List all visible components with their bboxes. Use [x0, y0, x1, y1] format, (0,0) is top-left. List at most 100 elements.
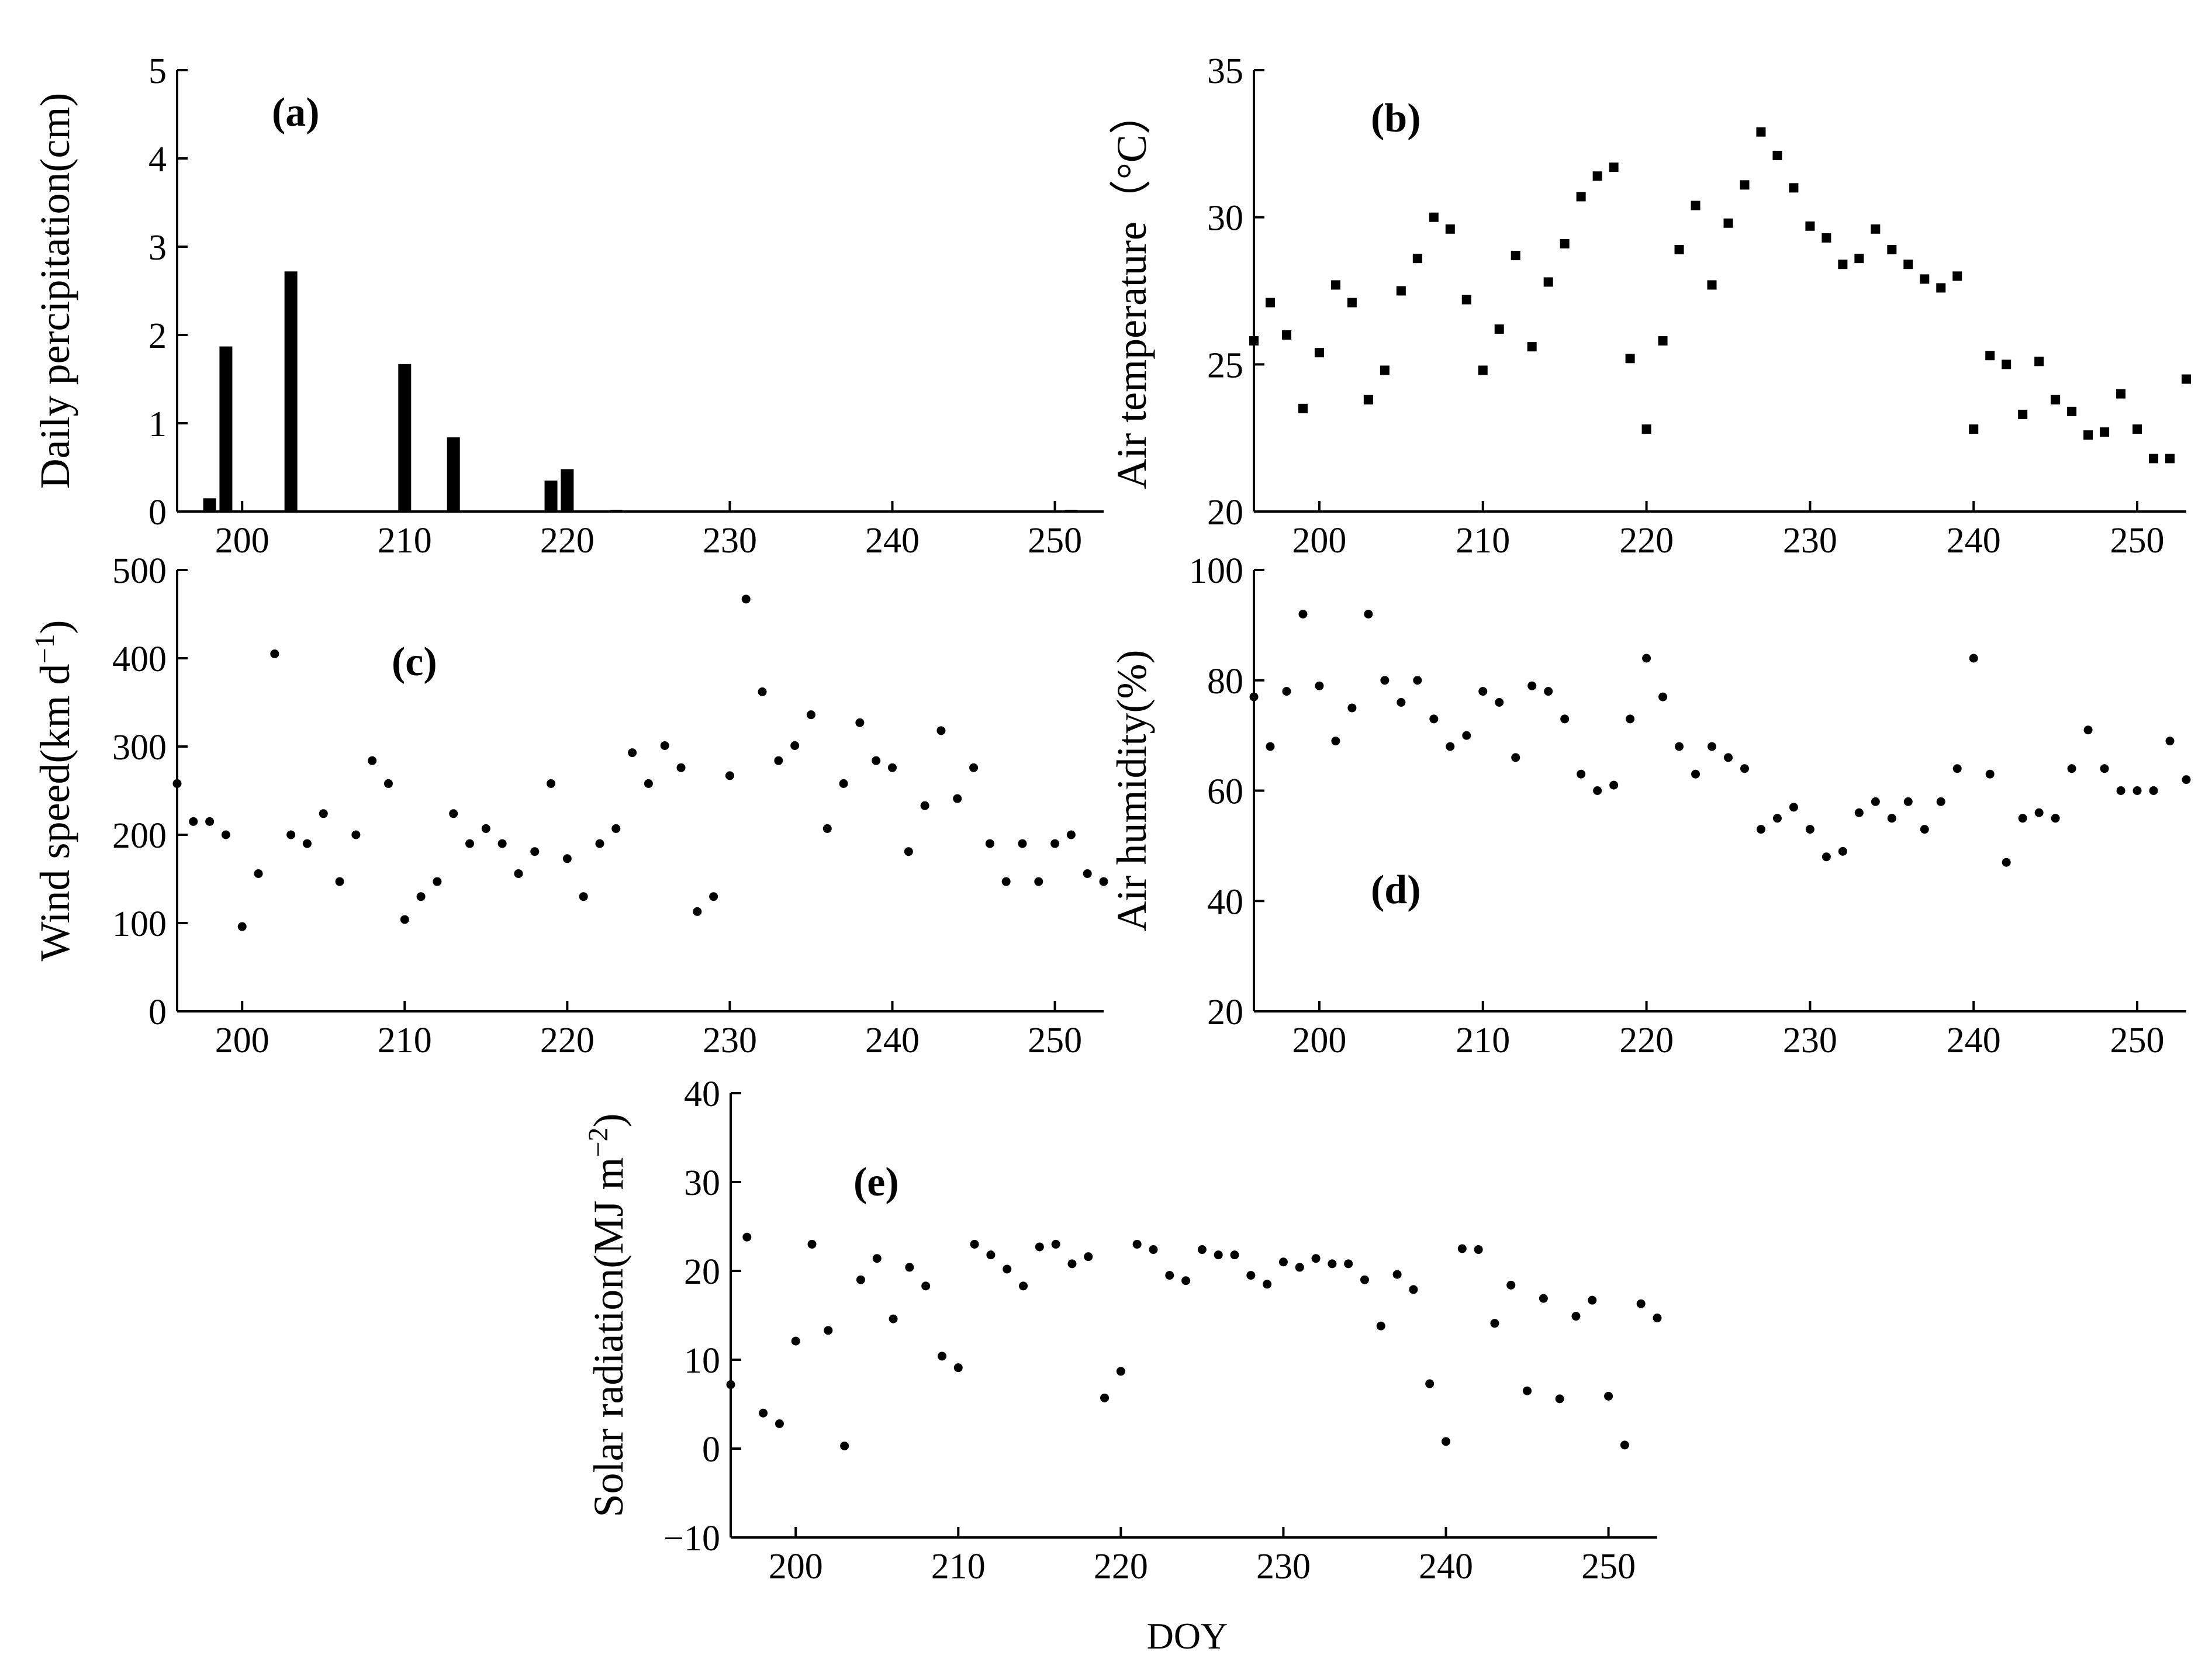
- x-tick-label-a: 200: [215, 521, 269, 561]
- point-c-doy-239: [872, 756, 881, 765]
- point-c-doy-225: [644, 779, 653, 788]
- point-e-doy-196: [726, 1380, 735, 1390]
- point-b-doy-205: [1396, 286, 1406, 296]
- point-d-doy-198: [1282, 687, 1291, 696]
- point-b-doy-243: [2018, 409, 2028, 419]
- point-e-doy-203: [840, 1441, 849, 1450]
- y-tick-label-c: 0: [148, 993, 167, 1032]
- x-tick-label-b: 210: [1456, 521, 1510, 561]
- y-tick-label-d: 40: [1207, 882, 1243, 922]
- point-b-doy-211: [1494, 324, 1504, 334]
- point-c-doy-228: [693, 907, 702, 916]
- point-d-doy-225: [1723, 753, 1733, 762]
- point-e-doy-221: [1132, 1239, 1142, 1249]
- point-d-doy-212: [1511, 753, 1520, 762]
- point-c-doy-248: [1018, 839, 1027, 848]
- point-e-doy-252: [1636, 1299, 1646, 1308]
- point-b-doy-223: [1691, 201, 1701, 210]
- point-b-doy-214: [1543, 277, 1553, 287]
- point-d-doy-244: [2034, 808, 2044, 817]
- point-c-doy-201: [254, 869, 263, 878]
- point-d-doy-228: [1772, 814, 1782, 823]
- point-b-doy-220: [1641, 424, 1651, 434]
- point-d-doy-247: [2083, 725, 2093, 735]
- point-e-doy-205: [872, 1254, 882, 1263]
- point-b-doy-206: [1412, 254, 1422, 264]
- point-e-doy-247: [1555, 1394, 1564, 1404]
- x-tick-label-d: 250: [2110, 1021, 2165, 1060]
- point-d-doy-236: [1903, 797, 1913, 806]
- point-b-doy-239: [1952, 271, 1962, 281]
- y-tick-label-b: 20: [1207, 493, 1243, 533]
- point-b-doy-247: [2083, 430, 2093, 440]
- y-tick-label-a: 5: [148, 51, 167, 91]
- point-c-doy-227: [676, 763, 686, 772]
- point-d-doy-241: [1985, 769, 1995, 779]
- x-tick-label-b: 230: [1783, 521, 1837, 561]
- y-tick-label-a: 2: [148, 316, 167, 356]
- point-c-doy-217: [514, 869, 523, 878]
- point-d-doy-221: [1658, 692, 1668, 701]
- y-tick-label-e: 40: [684, 1074, 720, 1114]
- panel-label-b: (b): [1371, 96, 1421, 141]
- point-d-doy-209: [1462, 731, 1471, 740]
- point-b-doy-198: [1281, 330, 1291, 340]
- point-e-doy-236: [1376, 1321, 1385, 1331]
- point-d-doy-231: [1822, 852, 1831, 862]
- point-d-doy-220: [1642, 654, 1651, 663]
- point-d-doy-250: [2132, 786, 2142, 795]
- point-e-doy-229: [1263, 1280, 1272, 1289]
- x-tick-label-a: 250: [1028, 521, 1082, 561]
- bar-doy-203: [284, 271, 298, 512]
- point-e-doy-202: [824, 1326, 833, 1335]
- point-e-doy-207: [905, 1263, 914, 1272]
- point-d-doy-227: [1756, 825, 1765, 834]
- point-e-doy-242: [1474, 1245, 1483, 1255]
- point-d-doy-237: [1920, 825, 1929, 834]
- point-b-doy-235: [1887, 245, 1897, 255]
- point-e-doy-222: [1149, 1245, 1158, 1255]
- point-c-doy-215: [481, 824, 490, 833]
- point-b-doy-250: [2132, 424, 2142, 434]
- point-d-doy-214: [1544, 687, 1553, 696]
- point-e-doy-204: [856, 1275, 865, 1284]
- point-d-doy-223: [1691, 769, 1701, 779]
- bar-doy-210: [398, 364, 412, 512]
- point-c-doy-237: [839, 779, 848, 788]
- point-b-doy-232: [1838, 260, 1848, 269]
- point-b-doy-210: [1478, 365, 1488, 375]
- point-e-doy-241: [1457, 1244, 1467, 1253]
- point-b-doy-244: [2034, 357, 2044, 367]
- point-c-doy-198: [205, 817, 215, 826]
- point-e-doy-199: [775, 1419, 784, 1428]
- point-c-doy-199: [221, 830, 230, 839]
- x-tick-label-d: 200: [1292, 1021, 1346, 1060]
- point-b-doy-208: [1445, 224, 1455, 234]
- point-d-doy-226: [1740, 764, 1749, 773]
- point-d-doy-204: [1380, 676, 1390, 685]
- point-b-doy-233: [1854, 254, 1864, 264]
- point-d-doy-246: [2067, 764, 2076, 773]
- y-tick-label-e: 10: [684, 1341, 720, 1381]
- point-c-doy-197: [189, 817, 198, 826]
- point-e-doy-224: [1181, 1276, 1191, 1285]
- point-c-doy-200: [237, 922, 247, 931]
- x-tick-label-d: 220: [1619, 1021, 1674, 1060]
- point-e-doy-217: [1067, 1259, 1077, 1269]
- point-d-doy-240: [1969, 654, 1978, 663]
- point-d-doy-200: [1315, 681, 1324, 690]
- point-e-doy-201: [807, 1239, 817, 1249]
- x-tick-label-c: 200: [215, 1021, 269, 1060]
- point-b-doy-231: [1822, 233, 1831, 243]
- point-d-doy-216: [1577, 769, 1586, 779]
- x-tick-label-e: 220: [1094, 1547, 1148, 1587]
- point-d-doy-218: [1609, 780, 1619, 790]
- x-tick-label-e: 250: [1581, 1547, 1636, 1587]
- x-tick-label-d: 240: [1947, 1021, 2001, 1060]
- y-tick-label-c: 400: [112, 640, 167, 679]
- point-d-doy-217: [1593, 786, 1602, 795]
- point-e-doy-226: [1214, 1250, 1223, 1260]
- point-e-doy-245: [1523, 1386, 1532, 1395]
- point-d-doy-219: [1626, 714, 1635, 724]
